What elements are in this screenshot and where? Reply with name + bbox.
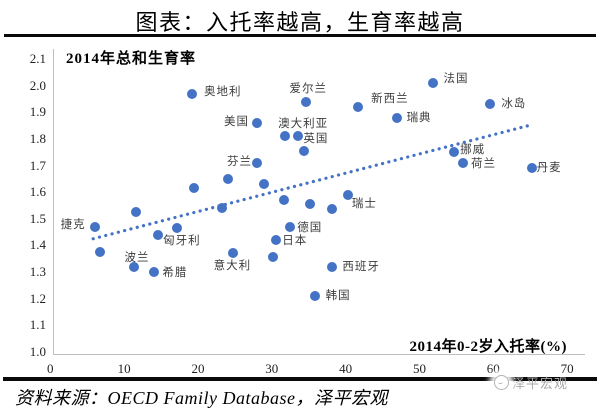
x-axis-line [53, 354, 585, 355]
y-tick-label: 1.8 [29, 130, 46, 146]
country-label: 德国 [297, 221, 323, 234]
data-point [327, 261, 338, 272]
data-point [327, 204, 338, 215]
y-tick-label: 1.6 [29, 184, 46, 200]
data-point [172, 223, 183, 234]
data-point [153, 229, 164, 240]
country-label: 澳大利亚 [278, 118, 329, 131]
data-point [278, 195, 289, 206]
y-tick-label: 1.0 [29, 344, 46, 359]
data-point [271, 235, 282, 246]
y-tick-label: 2.1 [29, 50, 46, 66]
data-point [449, 147, 460, 158]
country-label: 意大利 [213, 260, 252, 273]
y-tick-label: 1.4 [29, 237, 46, 253]
data-point [391, 112, 402, 123]
x-tick-label: 50 [412, 361, 426, 376]
data-point [94, 247, 105, 258]
watermark: 泽平宏观 [494, 373, 568, 392]
data-point [258, 179, 269, 190]
country-label: 美国 [224, 115, 250, 128]
data-point [280, 131, 291, 142]
x-tick-label: 60 [486, 361, 500, 376]
data-point [129, 261, 140, 272]
data-point [130, 207, 141, 218]
country-label: 爱尔兰 [289, 82, 327, 95]
country-label: 新西兰 [371, 92, 409, 105]
data-point [223, 173, 234, 184]
country-label: 法国 [443, 72, 469, 85]
data-point [149, 267, 160, 278]
data-point [188, 183, 199, 194]
country-label: 挪威 [460, 144, 486, 157]
x-tick-label: 20 [191, 361, 205, 376]
data-point [526, 163, 537, 174]
country-label: 冰岛 [501, 98, 527, 111]
country-label: 希腊 [162, 267, 188, 280]
country-label: 捷克 [60, 218, 86, 231]
country-label: 匈牙利 [163, 234, 201, 247]
y-tick-label: 2.0 [29, 77, 46, 93]
country-label: 荷兰 [471, 157, 496, 170]
y-axis-title: 2014年总和生育率 [66, 51, 197, 67]
data-point [187, 88, 198, 99]
data-point [353, 101, 364, 112]
country-label: 日本 [282, 235, 308, 248]
data-point [227, 248, 238, 259]
x-tick-label: 10 [117, 361, 131, 376]
data-point [458, 157, 468, 168]
data-point [217, 203, 228, 214]
y-tick-label: 1.9 [29, 104, 46, 120]
top-divider [4, 34, 596, 37]
data-point [268, 252, 279, 263]
country-label: 芬兰 [227, 155, 253, 168]
data-point [485, 99, 496, 110]
data-point [305, 199, 316, 210]
country-label: 瑞典 [406, 111, 432, 124]
x-tick-label: 0 [47, 361, 54, 376]
data-point [89, 221, 100, 232]
data-point [299, 145, 310, 156]
x-axis-title: 2014年0-2岁入托率(%) [409, 339, 567, 355]
data-point [252, 157, 263, 168]
y-axis-line [53, 49, 54, 354]
data-point [293, 131, 304, 142]
watermark-text: 泽平宏观 [512, 376, 569, 391]
chart-title: 图表：入托率越高，生育率越高 [135, 10, 465, 35]
source-text: 资料来源：OECD Family Database，泽平宏观 [15, 388, 388, 408]
country-label: 丹麦 [536, 162, 562, 175]
y-tick-label: 1.5 [29, 210, 46, 226]
country-label: 瑞士 [351, 197, 377, 210]
y-tick-label: 1.1 [29, 317, 46, 333]
watermark-logo-icon [494, 375, 509, 390]
data-point [309, 291, 320, 302]
data-point [285, 221, 296, 232]
data-point [342, 189, 353, 200]
country-label: 波兰 [124, 251, 150, 264]
x-tick-label: 70 [560, 361, 574, 376]
bottom-divider [3, 377, 597, 381]
y-tick-label: 1.2 [29, 290, 46, 306]
country-label: 奥地利 [204, 85, 242, 98]
x-tick-label: 30 [265, 361, 279, 376]
country-label: 韩国 [325, 290, 351, 303]
country-label: 西班牙 [342, 260, 380, 273]
y-tick-label: 1.7 [29, 157, 46, 173]
x-tick-label: 40 [339, 361, 353, 376]
data-point [252, 117, 263, 128]
y-tick-label: 1.3 [29, 264, 46, 280]
country-label: 英国 [303, 133, 329, 146]
data-point [428, 77, 439, 88]
data-point [301, 96, 312, 107]
